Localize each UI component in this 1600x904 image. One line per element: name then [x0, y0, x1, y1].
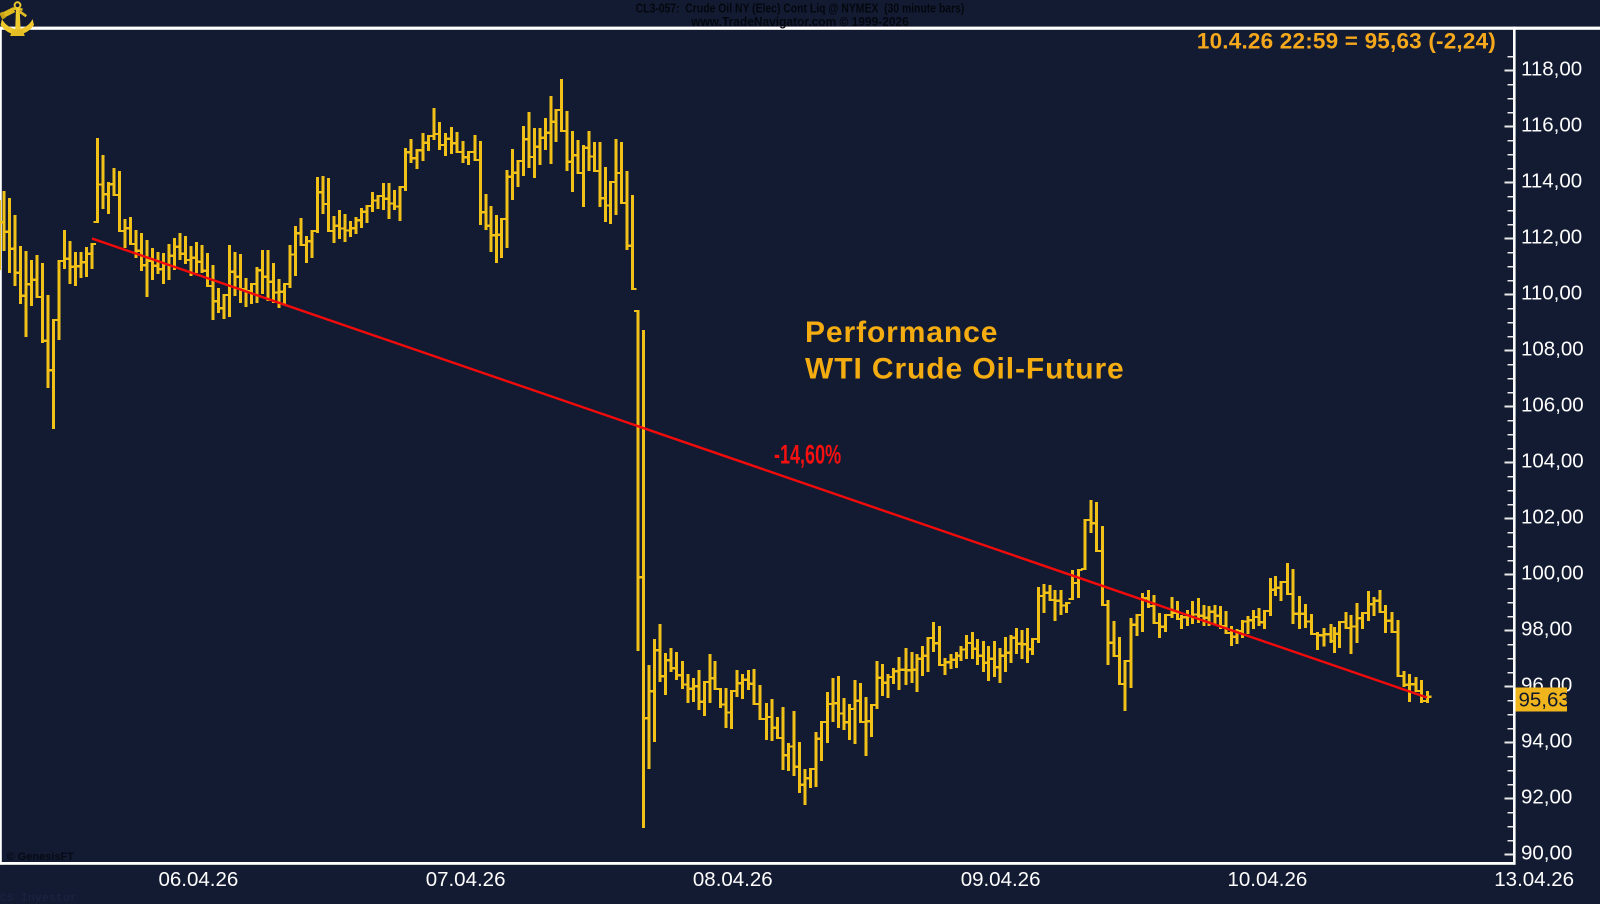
svg-text:118,00: 118,00	[1521, 58, 1582, 81]
svg-text:WTI Crude Oil-Future: WTI Crude Oil-Future	[805, 353, 1125, 386]
svg-text:108,00: 108,00	[1521, 338, 1584, 361]
svg-text:106,00: 106,00	[1521, 394, 1584, 417]
svg-text:110,00: 110,00	[1521, 282, 1582, 305]
svg-text:www.TradeNavigator.com © 1999-: www.TradeNavigator.com © 1999-2026	[690, 15, 909, 30]
svg-text:92,00: 92,00	[1521, 786, 1572, 809]
svg-text:94,00: 94,00	[1521, 730, 1572, 753]
svg-text:104,00: 104,00	[1521, 450, 1584, 473]
svg-text:98,00: 98,00	[1521, 618, 1572, 641]
svg-text:10.04.26: 10.04.26	[1227, 868, 1307, 891]
svg-text:© GenesisFT: © GenesisFT	[7, 851, 75, 863]
svg-text:102,00: 102,00	[1521, 506, 1584, 529]
svg-text:10.4.26 22:59 = 95,63 (-2,24): 10.4.26 22:59 = 95,63 (-2,24)	[1197, 29, 1496, 54]
svg-text:09.04.26: 09.04.26	[961, 868, 1041, 891]
svg-text:13.04.26: 13.04.26	[1494, 868, 1574, 891]
svg-text:95,63: 95,63	[1519, 689, 1570, 712]
svg-text:CL3-057: Crude Oil NY (Elec): CL3-057: Crude Oil NY (Elec) Cont Liq @ …	[636, 1, 965, 15]
svg-text:100,00: 100,00	[1521, 562, 1584, 585]
svg-text:114,00: 114,00	[1521, 170, 1582, 193]
svg-text:CS Investor: CS Investor	[0, 893, 77, 904]
svg-text:-14,60%: -14,60%	[774, 439, 841, 469]
svg-text:116,00: 116,00	[1521, 114, 1582, 137]
svg-text:Performance: Performance	[805, 316, 998, 349]
svg-text:07.04.26: 07.04.26	[426, 868, 506, 891]
svg-text:112,00: 112,00	[1521, 226, 1582, 249]
svg-text:90,00: 90,00	[1521, 842, 1572, 865]
svg-text:08.04.26: 08.04.26	[693, 868, 773, 891]
svg-text:06.04.26: 06.04.26	[158, 868, 238, 891]
